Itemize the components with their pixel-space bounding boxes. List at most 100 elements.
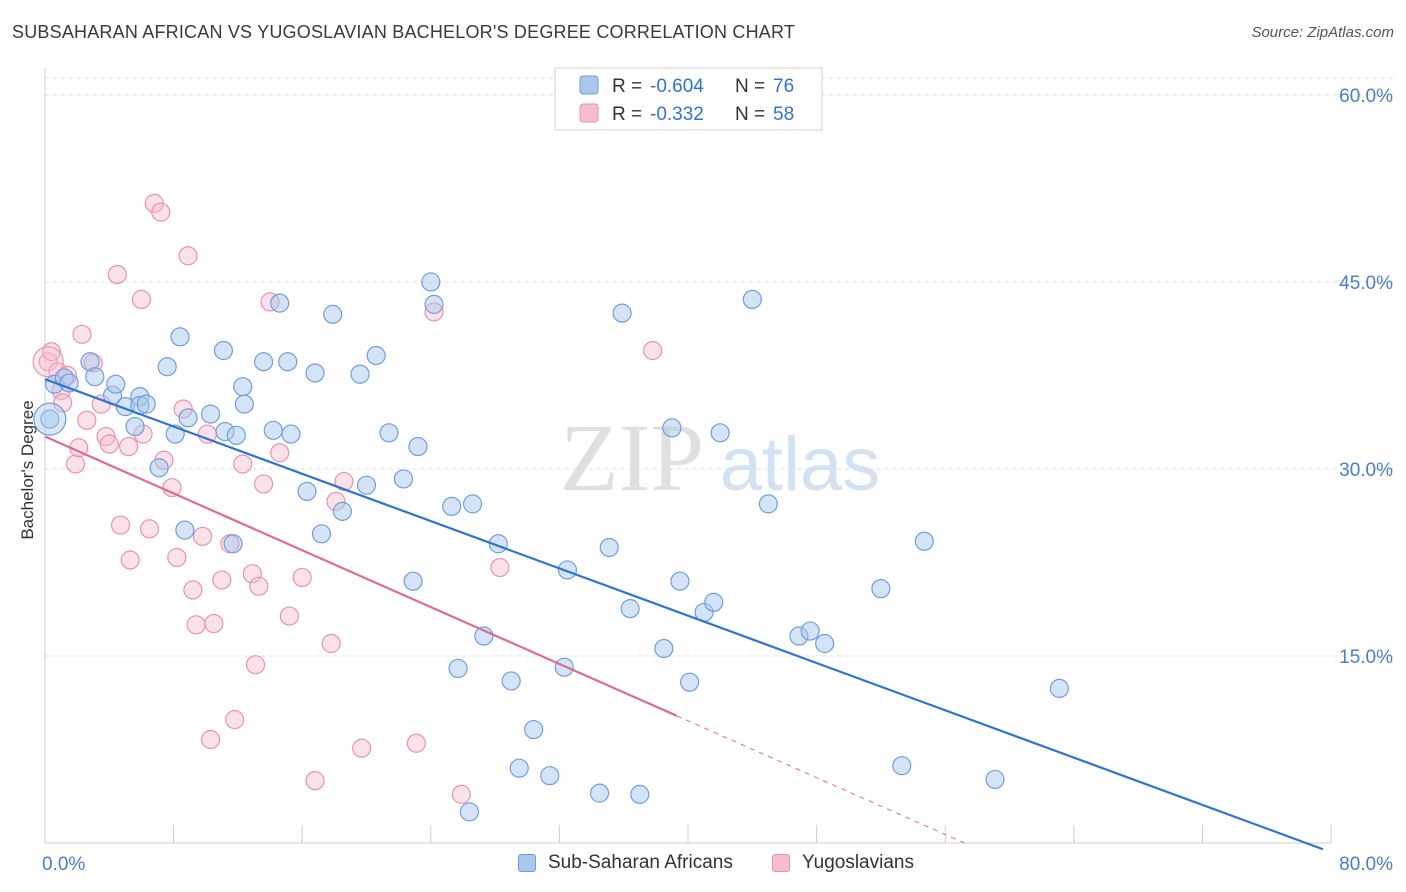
trend-lines [44,378,1324,851]
legend-top-n-label: N = [735,104,765,125]
data-point-subsaharan [40,409,60,429]
data-point-subsaharan [459,802,479,822]
data-point-subsaharan [311,524,332,544]
data-point-subsaharan [670,571,690,591]
data-point-subsaharan [408,436,428,457]
data-point-subsaharan [892,756,912,776]
x-tick-label: 80.0% [1339,854,1393,875]
data-point-subsaharan [742,289,762,310]
data-point-subsaharan [403,571,423,591]
data-point-subsaharan [442,496,462,516]
legend-top-n-value: 76 [773,76,794,97]
data-point-yugoslavians [131,289,152,310]
data-point-subsaharan [620,599,640,619]
data-point-yugoslavians [204,613,224,634]
data-point-yugoslavians [120,550,140,570]
data-point-subsaharan [281,424,301,444]
legend-swatch-pink [772,854,790,872]
trend-line-yugoslavians-extension [676,715,965,844]
data-point-subsaharan [149,458,169,478]
data-point-yugoslavians [110,515,131,535]
data-point-subsaharan [1049,678,1069,699]
data-point-subsaharan [323,304,343,324]
data-point-subsaharan [662,418,682,438]
data-point-yugoslavians [270,443,290,463]
legend-top-r-label: R = [612,76,642,97]
data-point-subsaharan [170,327,190,347]
data-point-subsaharan [540,766,560,786]
legend-top-swatch-blue [579,75,599,95]
legend-item-subsaharan: Sub-Saharan Africans [518,852,733,874]
data-point-subsaharan [704,592,724,612]
legend-item-yugoslavians: Yugoslavians [772,852,914,874]
legend-top-swatch-pink [579,103,599,123]
data-point-subsaharan [815,633,835,654]
data-point-subsaharan [263,420,283,440]
data-point-yugoslavians [192,526,213,546]
data-point-subsaharan [356,475,377,495]
watermark-zip: ZIP [560,404,704,511]
data-point-yugoslavians [292,567,312,588]
data-point-yugoslavians [279,606,299,626]
legend-label: Yugoslavians [802,852,914,873]
data-point-yugoslavians [77,410,97,430]
data-point-subsaharan [270,293,290,313]
tick-labels: 15.0% 30.0% 45.0% 60.0% 0.0% 80.0% [42,86,1393,875]
trend-line-subsaharan [44,378,1324,851]
data-point-yugoslavians [334,471,354,492]
data-point-subsaharan [654,638,674,659]
x-tick-label: 0.0% [42,854,85,875]
data-point-subsaharan [421,272,441,292]
data-point-subsaharan [710,423,730,443]
data-point-subsaharan [379,423,399,443]
data-point-subsaharan [871,579,891,599]
data-point-subsaharan [106,374,126,394]
data-point-subsaharan [332,501,352,521]
data-point-yugoslavians [321,633,341,654]
data-point-subsaharan [800,621,820,641]
data-point-subsaharan [599,537,619,558]
data-point-yugoslavians [643,340,663,361]
legend-top: R = -0.604 N = 76 R = -0.332 N = 58 [554,67,823,131]
data-point-subsaharan [157,357,177,377]
data-point-yugoslavians [183,580,203,600]
data-point-subsaharan [524,719,544,740]
chart-title: SUBSAHARAN AFRICAN VS YUGOSLAVIAN BACHEL… [12,22,796,42]
legend-label: Sub-Saharan Africans [548,852,733,873]
data-point-yugoslavians [406,733,426,753]
data-point-yugoslavians [225,709,245,730]
legend-top-r-label: R = [612,104,642,125]
data-point-subsaharan [589,783,610,803]
data-point-yugoslavians [245,655,266,675]
data-point-subsaharan [175,520,195,540]
data-point-subsaharan [233,377,253,397]
data-point-subsaharan [234,394,254,414]
data-point-subsaharan [125,416,145,437]
data-point-yugoslavians-cluster [32,346,64,378]
data-point-subsaharan-cluster [33,402,67,436]
data-point-subsaharan [297,481,317,502]
data-point-subsaharan [680,672,700,692]
data-point-yugoslavians [53,393,73,413]
data-point-yugoslavians [200,729,221,750]
trend-line-yugoslavians [44,435,678,717]
data-point-yugoslavians [65,454,86,474]
data-point-subsaharan [630,784,650,804]
data-point-subsaharan [914,531,934,551]
data-point-yugoslavians [99,434,119,454]
y-axis-label: Bachelor's Degree [18,400,37,539]
y-tick-label: 15.0% [1339,647,1393,668]
legend-bottom: Sub-Saharan Africans Yugoslavians [0,852,1406,878]
legend-top-r-value: -0.332 [650,104,704,125]
data-point-yugoslavians [212,570,232,590]
data-point-yugoslavians [305,771,325,791]
data-point-subsaharan [254,352,274,372]
data-point-yugoslavians [178,246,198,266]
data-point-yugoslavians [254,474,274,494]
data-point-subsaharan [557,560,578,580]
data-point-subsaharan [200,404,221,424]
data-point-subsaharan [223,534,243,554]
data-point-yugoslavians [118,436,139,457]
data-point-yugoslavians [139,519,160,539]
